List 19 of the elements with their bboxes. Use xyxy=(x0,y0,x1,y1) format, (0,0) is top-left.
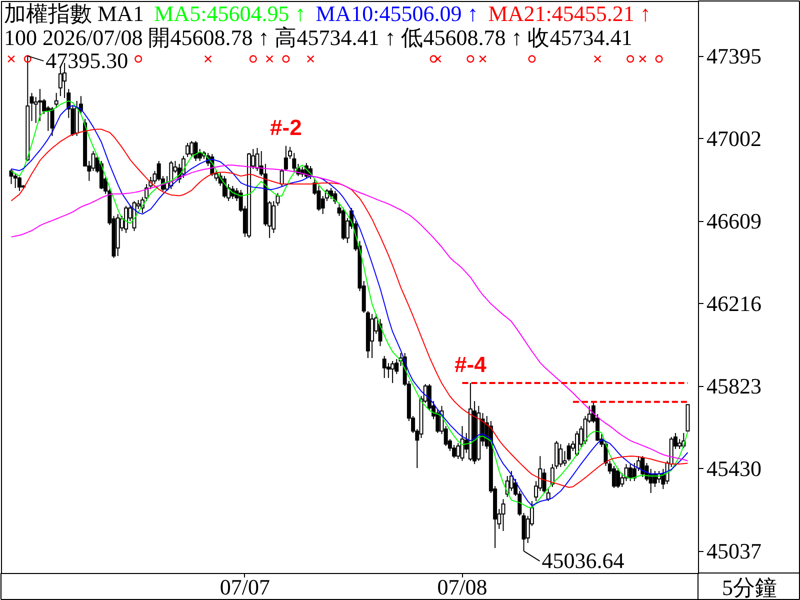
y-tick-label: 47002 xyxy=(706,126,762,151)
chart-title: 加權指數 MA1 xyxy=(4,1,144,26)
y-tick-label: 45430 xyxy=(706,456,762,481)
annotation: #-4 xyxy=(454,352,488,378)
annotation: 45036.64 xyxy=(542,548,624,574)
annotation: #-2 xyxy=(270,114,302,140)
x-axis-title: 5分鐘 xyxy=(722,575,777,600)
text: MA21:45455.21 ↑ xyxy=(488,1,651,26)
y-tick-label: 46216 xyxy=(706,290,762,316)
y-tick-label: 45823 xyxy=(706,373,762,398)
x-tick-label: 07/07 xyxy=(220,574,270,600)
y-tick-label: 46609 xyxy=(706,208,762,234)
text: MA10:45506.09 ↑ xyxy=(316,1,478,26)
text: MA5:45604.95 ↑ xyxy=(154,1,306,26)
text: 100 2026/07/08 開45608.78 ↑ 高45734.41 ↑ 低45608.78 ↑ 收45734.41 xyxy=(4,25,632,50)
x-tick-label: 07/08 xyxy=(437,574,488,600)
y-tick-label: 45037 xyxy=(706,538,762,564)
annotation: 47395.30 xyxy=(46,48,128,73)
y-tick-label: 47395 xyxy=(706,43,762,68)
